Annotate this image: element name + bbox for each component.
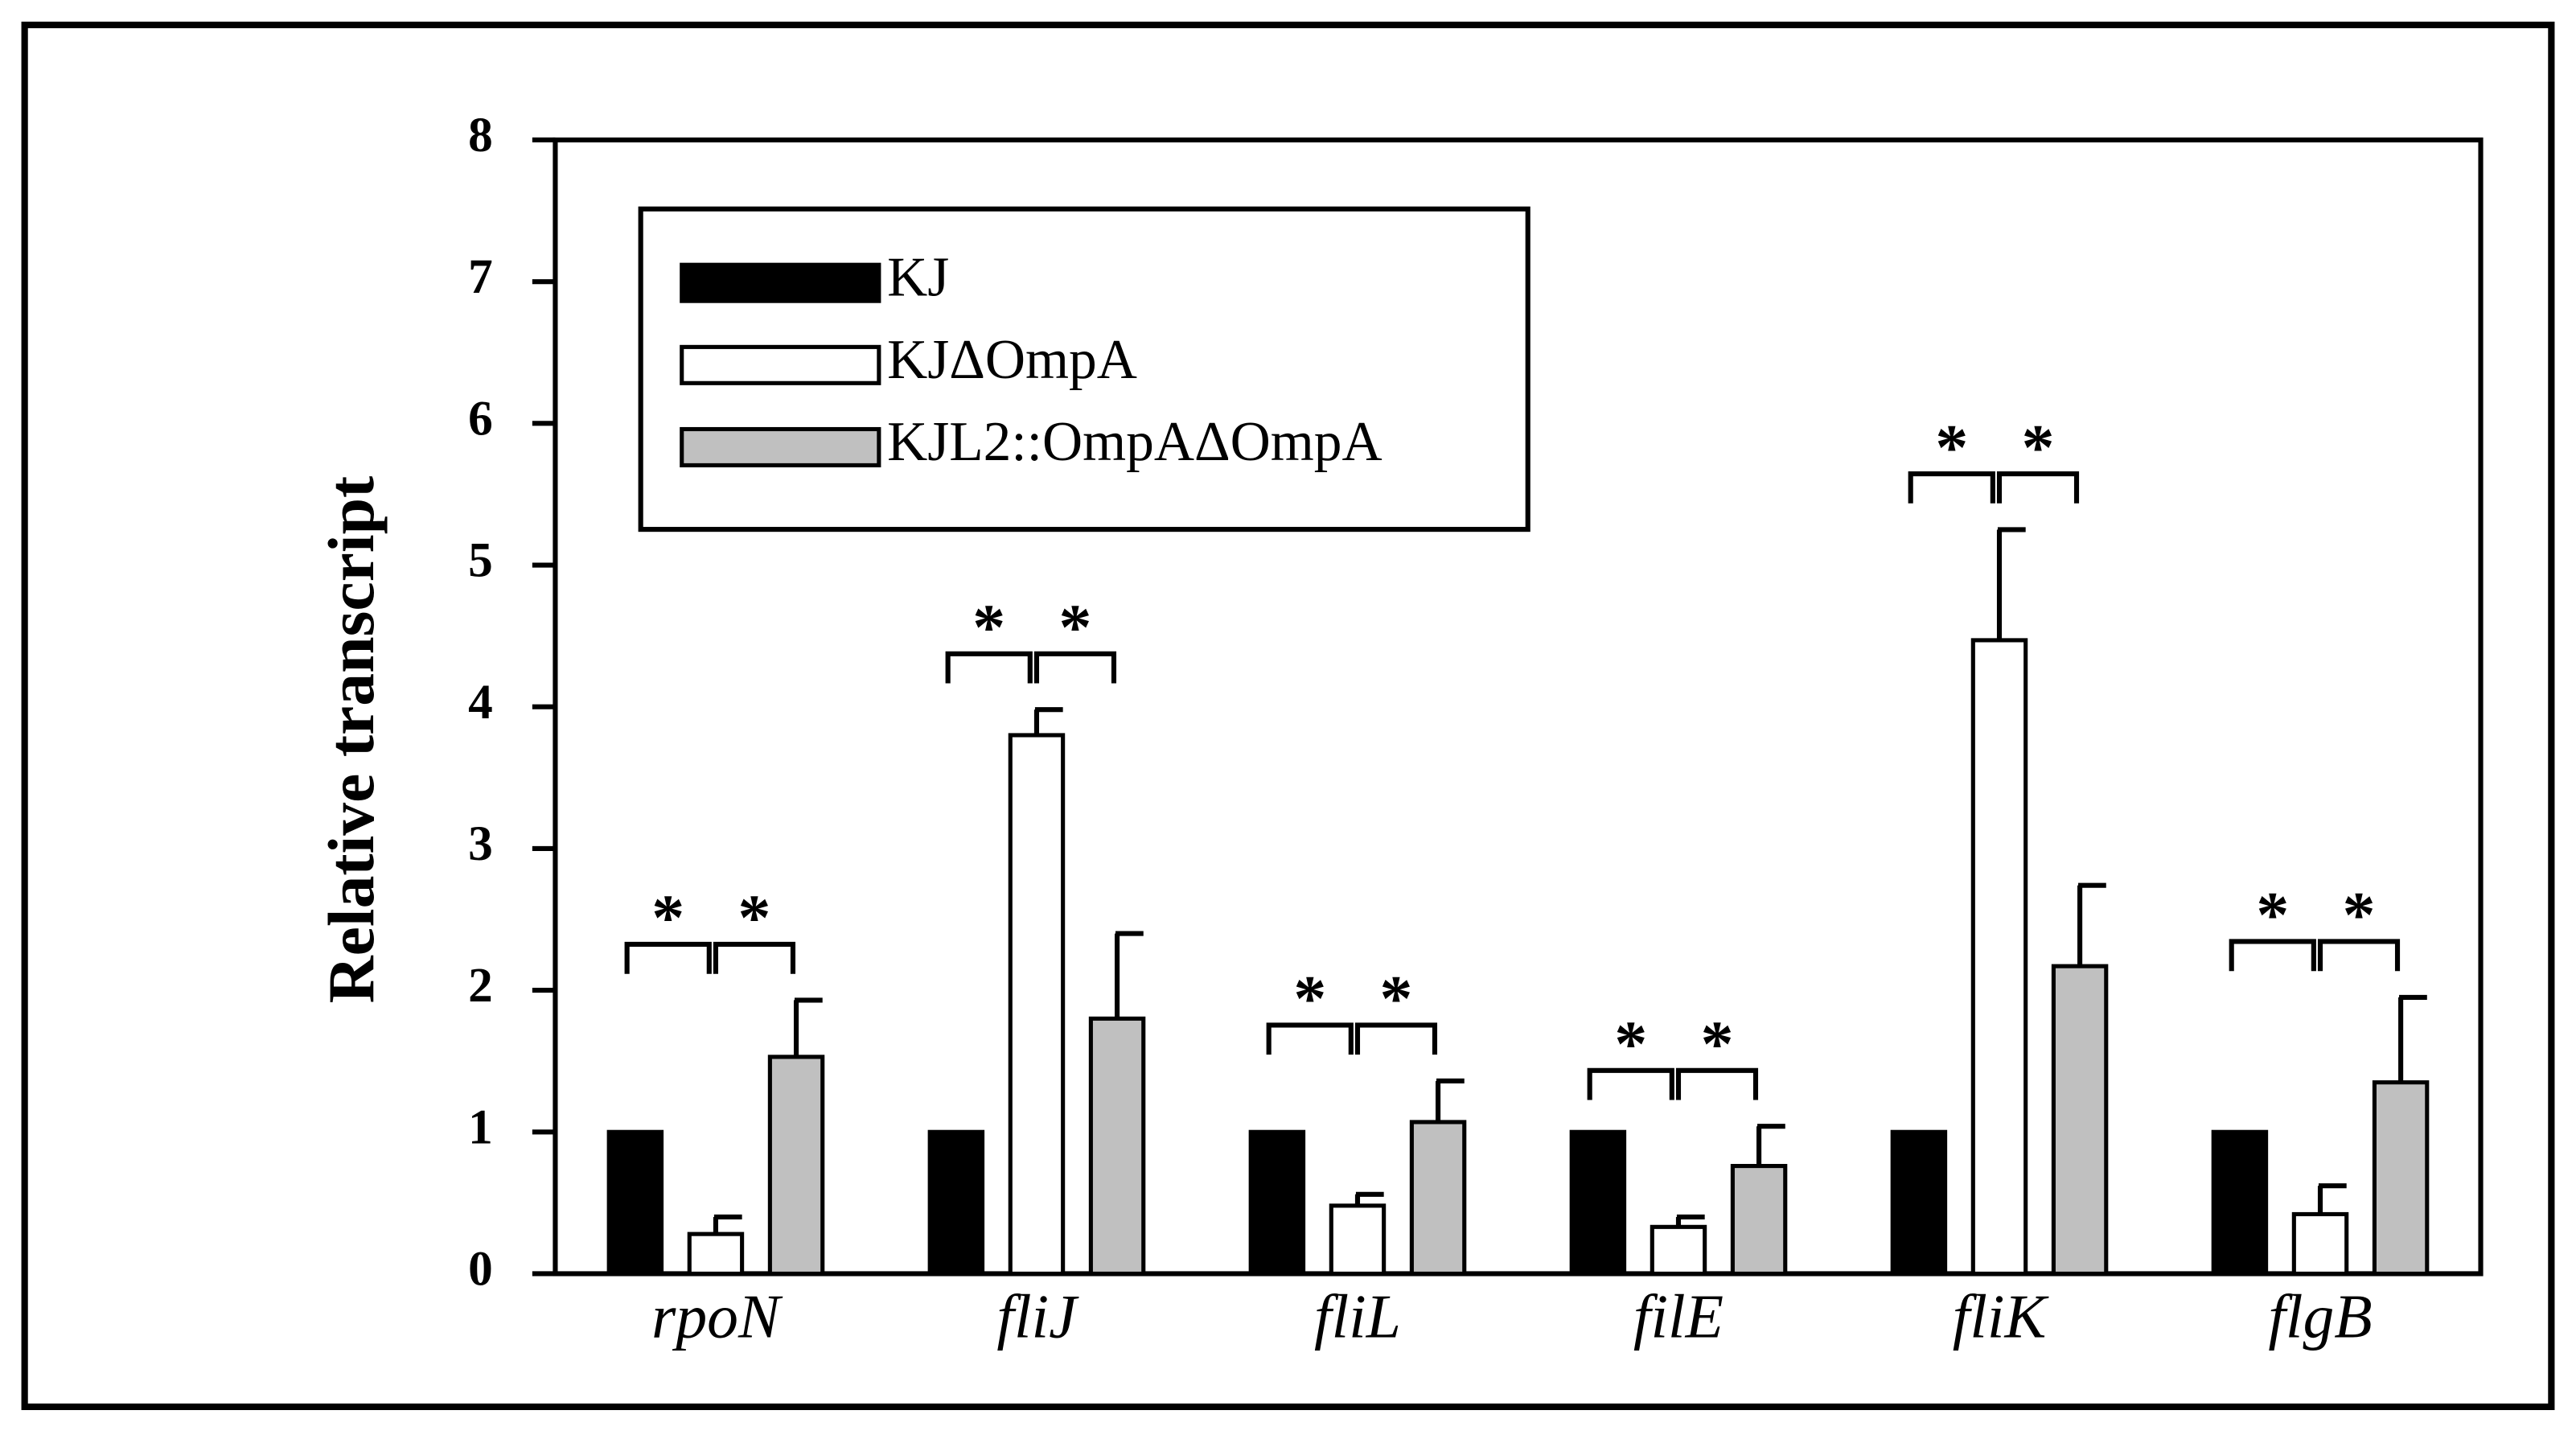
- error-bar: [2398, 994, 2427, 1083]
- error-bar: [1996, 527, 2026, 640]
- error-bar: [1033, 707, 1063, 735]
- significance-label: *: [738, 881, 771, 954]
- error-bar: [713, 1214, 742, 1235]
- significance-bracket: [1354, 1022, 1438, 1055]
- x-tick-label: fliL: [1314, 1282, 1401, 1351]
- y-tick-label: 1: [468, 1100, 493, 1154]
- significance-bracket: [713, 941, 796, 974]
- x-tick-label: fliK: [1953, 1282, 2050, 1351]
- significance-bracket: [624, 941, 712, 974]
- x-tick-label: filE: [1633, 1282, 1723, 1351]
- legend-swatch: [680, 426, 881, 467]
- legend-label: KJ: [887, 247, 949, 309]
- x-tick-label: rpoN: [651, 1282, 783, 1351]
- bar: [687, 1231, 745, 1277]
- y-tick-label: 2: [468, 958, 493, 1013]
- bar: [2211, 1129, 2269, 1277]
- legend-label: KJL2::OmpAΔOmpA: [887, 411, 1382, 473]
- bar: [1730, 1164, 1788, 1277]
- y-tick-label: 0: [468, 1242, 493, 1297]
- y-tick-label: 3: [468, 816, 493, 871]
- y-tick-label: 4: [468, 675, 493, 730]
- significance-bracket: [2229, 939, 2316, 972]
- legend-swatch: [680, 262, 881, 303]
- bar: [2051, 964, 2109, 1277]
- x-tick-label: fliJ: [996, 1282, 1079, 1351]
- significance-label: *: [1614, 1007, 1647, 1080]
- y-tick-label: 6: [468, 391, 493, 446]
- y-tick-label: 7: [468, 249, 493, 304]
- bar: [1890, 1129, 1948, 1277]
- significance-bracket: [1908, 471, 1995, 504]
- bar: [606, 1129, 664, 1277]
- y-tick-label: 8: [468, 108, 493, 162]
- significance-label: *: [1380, 962, 1413, 1035]
- bar: [1650, 1224, 1707, 1277]
- significance-bracket: [1675, 1067, 1759, 1100]
- bar: [2291, 1211, 2349, 1277]
- bar: [1248, 1129, 1306, 1277]
- bar: [1970, 638, 2028, 1277]
- significance-label: *: [651, 881, 684, 954]
- bar: [1409, 1120, 1467, 1277]
- error-bar: [1436, 1078, 1465, 1122]
- error-bar: [793, 997, 823, 1057]
- legend-label: KJΔOmpA: [887, 329, 1137, 391]
- significance-bracket: [1266, 1022, 1354, 1055]
- significance-bracket: [1033, 651, 1117, 684]
- x-tick-label: flgB: [2268, 1282, 2372, 1351]
- y-tick-label: 5: [468, 533, 493, 588]
- significance-label: *: [1701, 1007, 1734, 1080]
- significance-label: *: [1293, 962, 1326, 1035]
- bar: [1329, 1203, 1387, 1277]
- error-bar: [1114, 931, 1144, 1019]
- significance-bracket: [1587, 1067, 1674, 1100]
- bar: [2372, 1080, 2430, 1277]
- bar: [1569, 1129, 1627, 1277]
- significance-label: *: [1935, 410, 1968, 483]
- legend-swatch: [680, 344, 881, 385]
- significance-label: *: [1059, 590, 1092, 664]
- error-bar: [2077, 882, 2106, 967]
- significance-bracket: [945, 651, 1033, 684]
- significance-bracket: [2317, 939, 2401, 972]
- significance-label: *: [2343, 878, 2376, 952]
- bar: [767, 1055, 825, 1277]
- significance-bracket: [1996, 471, 2080, 504]
- bar: [1008, 733, 1066, 1277]
- significance-label: *: [2256, 878, 2289, 952]
- error-bar: [1756, 1124, 1785, 1166]
- error-bar: [2317, 1183, 2347, 1215]
- bar: [927, 1129, 985, 1277]
- y-axis-label: Relative transcript: [314, 476, 388, 1004]
- significance-label: *: [972, 590, 1005, 664]
- significance-label: *: [2022, 410, 2055, 483]
- bar: [1088, 1016, 1146, 1277]
